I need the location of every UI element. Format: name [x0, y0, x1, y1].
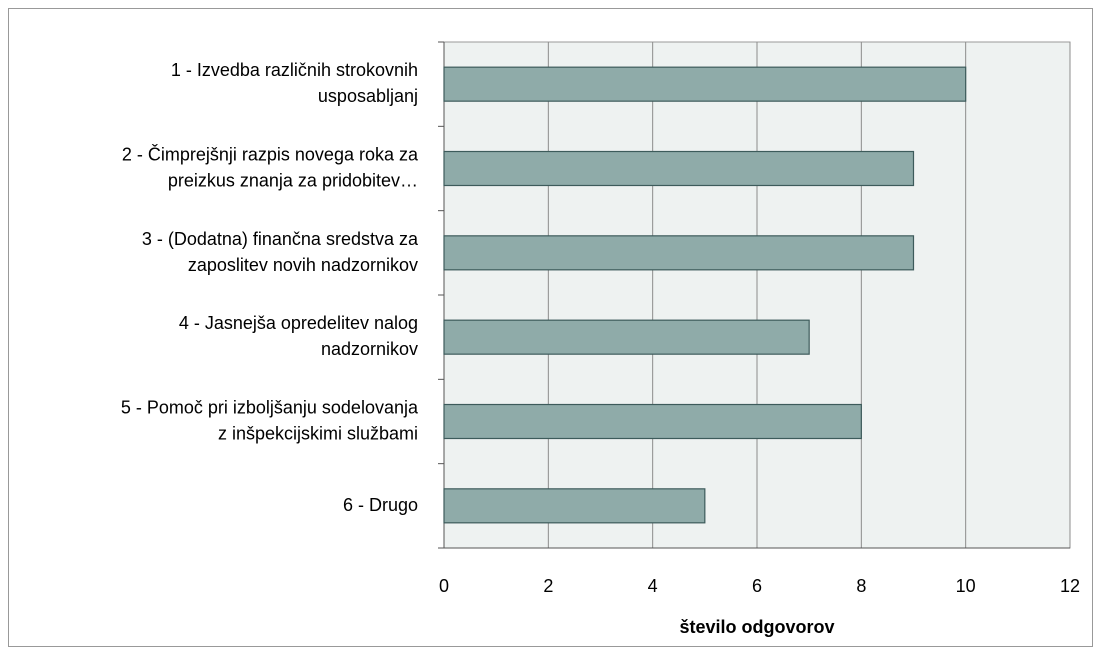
x-tick-label: 8 — [856, 576, 866, 596]
x-tick-label: 4 — [648, 576, 658, 596]
x-tick-label: 2 — [543, 576, 553, 596]
x-tick-label: 12 — [1060, 576, 1080, 596]
bar — [443, 488, 706, 524]
y-tick-label: 4 - Jasnejša opredelitev nalog nadzorniko… — [179, 313, 418, 359]
y-tick-label: 5 - Pomoč pri izboljšanju sodelovanja z i… — [121, 397, 419, 443]
y-tick-label: 1 - Izvedba različnih strokovnih usposabl… — [171, 60, 418, 106]
x-tick-label: 0 — [439, 576, 449, 596]
bar — [443, 403, 862, 440]
y-tick-label: 2 - Čimprejšnji razpis novega roka za pre… — [122, 143, 419, 190]
bar — [443, 319, 810, 355]
bar — [443, 235, 915, 271]
x-tick-label: 10 — [956, 576, 976, 596]
bar — [443, 150, 915, 187]
x-tick-label: 6 — [752, 576, 762, 596]
y-tick-label: 3 - (Dodatna) finančna sredstva za zaposl… — [142, 229, 419, 275]
y-tick-label: 6 - Drugo — [343, 495, 418, 515]
x-axis-title: število odgovorov — [679, 617, 834, 637]
bar — [443, 66, 967, 102]
